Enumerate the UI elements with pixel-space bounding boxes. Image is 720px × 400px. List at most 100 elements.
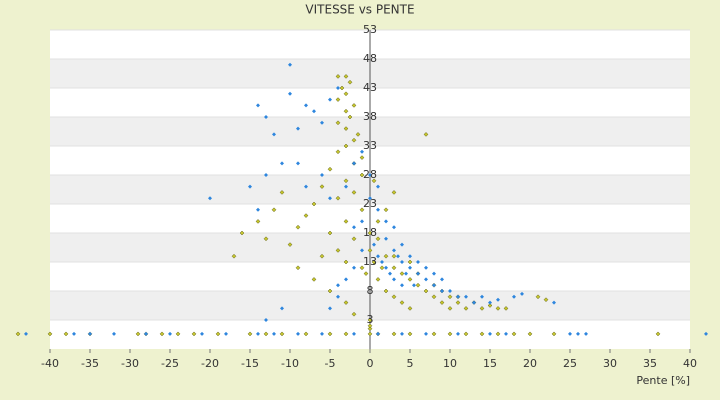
point [231, 253, 237, 259]
point [360, 219, 364, 224]
point [431, 331, 437, 337]
point [535, 294, 541, 300]
point [423, 132, 429, 137]
point [363, 271, 369, 276]
point [200, 331, 204, 336]
point [383, 207, 389, 213]
x-tick-label: 30 [603, 357, 617, 370]
point [295, 265, 301, 271]
point [495, 331, 501, 337]
point [407, 277, 413, 282]
point [359, 155, 365, 160]
point [472, 300, 476, 305]
point [376, 254, 380, 259]
point [388, 271, 392, 276]
x-tick-label: -40 [41, 357, 59, 370]
point [404, 271, 408, 276]
point [328, 97, 332, 102]
point [272, 331, 276, 336]
point [383, 288, 389, 294]
x-tick-label: 0 [367, 357, 374, 370]
point [392, 225, 396, 230]
point [296, 161, 300, 166]
point [343, 178, 349, 184]
point [328, 306, 332, 311]
point [208, 196, 212, 201]
point [319, 253, 325, 259]
point [384, 219, 388, 224]
point [303, 331, 309, 337]
point [375, 219, 381, 224]
point [264, 173, 268, 177]
point [335, 97, 341, 102]
point [359, 207, 365, 213]
point [351, 103, 357, 108]
point [279, 190, 285, 195]
point [351, 236, 357, 242]
y-tick-label: 28 [363, 168, 377, 181]
point [440, 289, 444, 293]
point [336, 86, 340, 90]
point [135, 331, 141, 337]
point [248, 184, 252, 189]
point [327, 166, 333, 172]
point [655, 331, 661, 337]
point [415, 282, 421, 288]
point [320, 331, 324, 336]
x-tick-label: 5 [407, 357, 414, 370]
point [343, 74, 349, 79]
point [520, 291, 524, 296]
point [347, 114, 353, 120]
point [376, 331, 380, 336]
point [312, 109, 316, 114]
y-tick-label: 38 [363, 110, 377, 123]
point [371, 178, 377, 184]
point [391, 190, 397, 195]
point [432, 283, 436, 288]
point [343, 219, 349, 224]
point [383, 253, 389, 259]
point [352, 225, 356, 230]
point [367, 317, 373, 323]
point [440, 277, 444, 282]
point [568, 331, 572, 336]
x-tick-label: -15 [241, 357, 259, 370]
x-tick-label: 40 [683, 357, 697, 370]
point [448, 289, 452, 293]
point [496, 297, 500, 302]
point [368, 173, 372, 177]
point [239, 230, 245, 236]
point [359, 265, 365, 271]
point [288, 62, 292, 67]
point [400, 260, 404, 264]
point [488, 331, 492, 336]
point [432, 271, 436, 276]
point [355, 132, 361, 137]
point [480, 294, 484, 299]
x-tick-label: -20 [201, 357, 219, 370]
point [584, 331, 588, 336]
point [352, 331, 356, 336]
point [367, 248, 373, 253]
point [376, 184, 380, 189]
point [336, 294, 340, 299]
point [503, 306, 509, 311]
point [335, 195, 341, 201]
point [372, 242, 376, 247]
point [63, 331, 69, 337]
point [335, 149, 341, 155]
point [576, 331, 580, 336]
point [272, 132, 276, 137]
point [392, 277, 396, 282]
point [328, 196, 332, 201]
point [320, 173, 324, 177]
y-tick-label: 18 [363, 226, 377, 239]
point [343, 91, 349, 97]
point [327, 331, 333, 337]
point [15, 331, 21, 337]
point [256, 103, 260, 108]
point [336, 283, 340, 288]
point [391, 265, 397, 271]
point [455, 300, 461, 305]
